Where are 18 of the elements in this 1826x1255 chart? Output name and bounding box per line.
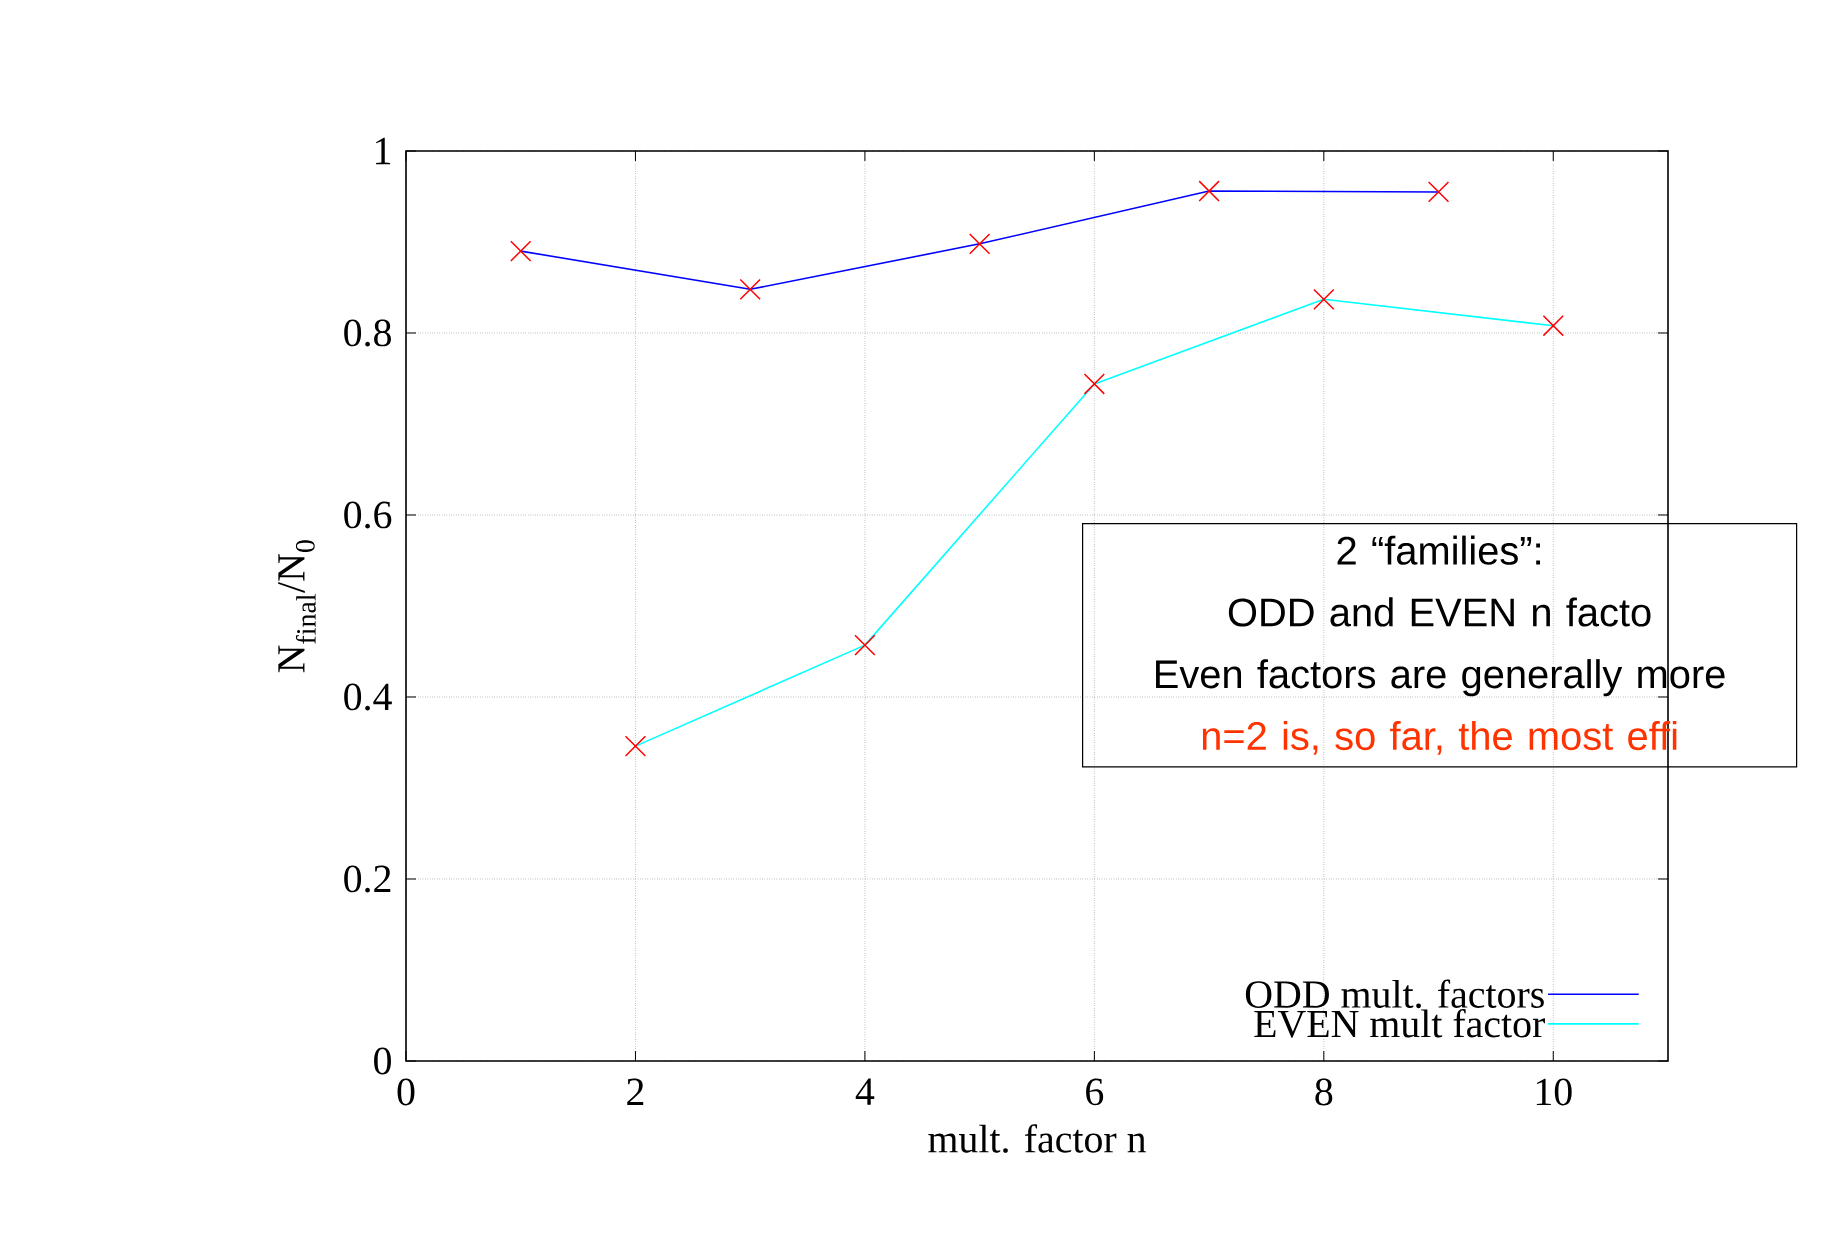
y-tick-label: 0.4 <box>344 683 392 711</box>
y-tick-label: 0.8 <box>344 319 391 347</box>
x-tick-label: 2 <box>627 1078 644 1105</box>
annotation: ODD and EVEN n facto <box>1228 597 1651 627</box>
y-tick-label: 0.6 <box>344 501 392 529</box>
x-tick-label: 8 <box>1315 1078 1333 1106</box>
legend-label: ODD mult. factors <box>1245 979 1544 1009</box>
y-tick-label: 0.2 <box>344 865 391 893</box>
annotation: 2 “families”: <box>1337 535 1540 565</box>
legend-label: EVEN mult factor <box>1254 1009 1545 1038</box>
x-tick-label: 0 <box>397 1078 415 1106</box>
x-axis-title: mult. factor n <box>928 1124 1146 1153</box>
x-tick-label: 10 <box>1536 1078 1572 1106</box>
y-tick-label: 0 <box>374 1047 391 1075</box>
x-tick-label: 4 <box>855 1078 875 1105</box>
y-tick-label: 1 <box>376 137 391 165</box>
x-tick-label: 6 <box>1086 1078 1104 1106</box>
y-axis-title: N$_{final}$/N$_{0}$ <box>278 540 316 673</box>
